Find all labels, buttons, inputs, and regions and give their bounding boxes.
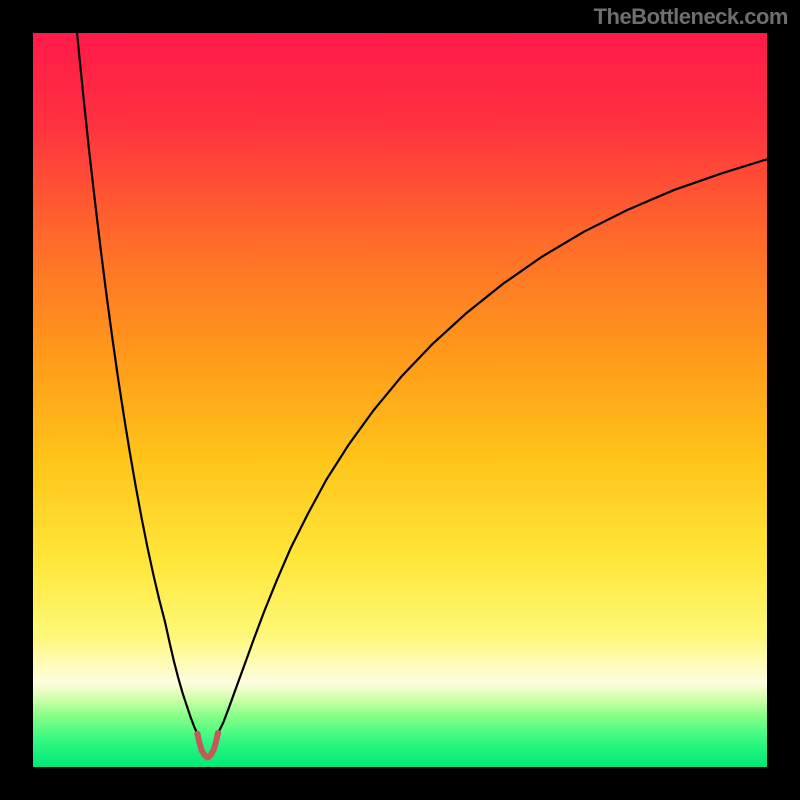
plot-area xyxy=(33,33,767,767)
bottleneck-chart xyxy=(33,33,767,767)
valley-marker-dot-1 xyxy=(215,730,221,736)
chart-frame: TheBottleneck.com xyxy=(0,0,800,800)
valley-marker-dot-0 xyxy=(194,731,200,737)
watermark-text: TheBottleneck.com xyxy=(594,4,788,30)
gradient-background xyxy=(33,33,767,767)
